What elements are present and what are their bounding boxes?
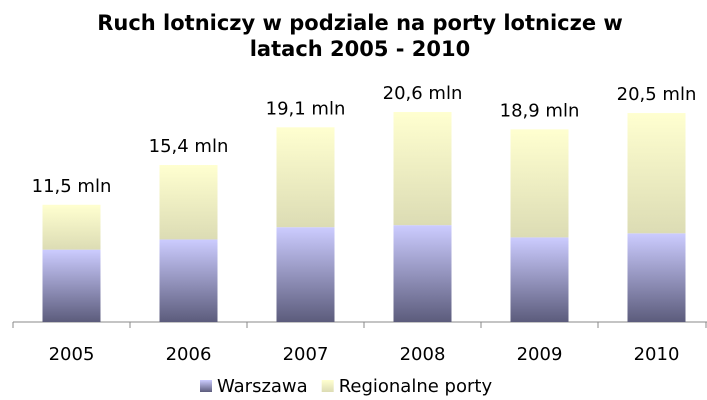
x-tick-label: 2008 bbox=[400, 344, 446, 365]
x-tick-label: 2010 bbox=[634, 344, 680, 365]
bar-segment bbox=[42, 249, 101, 322]
x-tick-label: 2005 bbox=[49, 344, 95, 365]
legend-label: Regionalne porty bbox=[339, 376, 493, 397]
x-tick-label: 2007 bbox=[283, 344, 329, 365]
chart-title: latach 2005 - 2010 bbox=[250, 37, 471, 61]
legend-swatch bbox=[321, 380, 334, 392]
bar-segment bbox=[510, 129, 569, 238]
x-tick-label: 2009 bbox=[517, 344, 563, 365]
bar-segment bbox=[42, 204, 101, 250]
bar-segment bbox=[159, 239, 218, 322]
bar-segment bbox=[627, 113, 686, 234]
bar-segment bbox=[393, 112, 452, 226]
total-label: 18,9 mln bbox=[500, 100, 580, 121]
legend-swatch bbox=[200, 380, 212, 392]
bar-segment bbox=[276, 127, 335, 228]
total-label: 20,5 mln bbox=[617, 84, 697, 105]
bar-segment bbox=[159, 165, 218, 240]
legend-label: Warszawa bbox=[217, 376, 308, 397]
chart-title: Ruch lotniczy w podziale na porty lotnic… bbox=[97, 11, 623, 35]
total-label: 20,6 mln bbox=[383, 83, 463, 104]
total-label: 11,5 mln bbox=[32, 176, 112, 197]
total-label: 19,1 mln bbox=[266, 98, 346, 119]
bar-segment bbox=[393, 225, 452, 322]
bar-segment bbox=[276, 227, 335, 322]
bar-segment bbox=[510, 237, 569, 322]
bar-segment bbox=[627, 233, 686, 322]
x-tick-label: 2006 bbox=[166, 344, 212, 365]
total-label: 15,4 mln bbox=[149, 136, 229, 157]
